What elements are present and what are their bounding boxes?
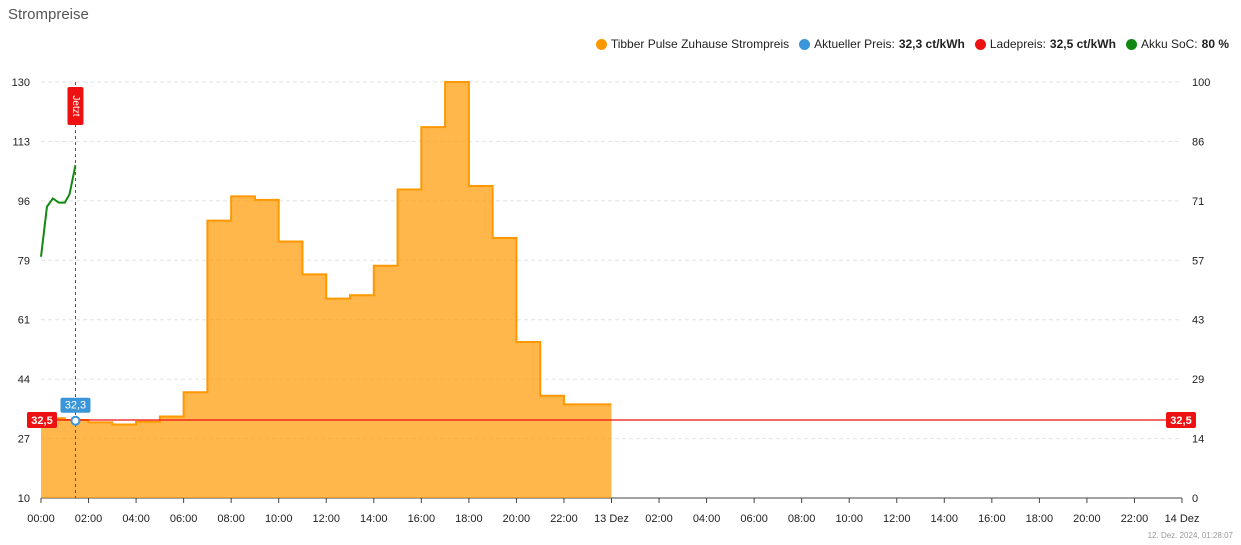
legend-value: 32,3 ct/kWh <box>898 37 965 51</box>
legend-dot-icon <box>974 38 986 50</box>
y-left-tick-label: 44 <box>18 374 30 386</box>
x-tick-label: 22:00 <box>1121 513 1149 525</box>
x-tick-label: 04:00 <box>693 513 721 525</box>
y-left-tick-label: 96 <box>18 196 30 208</box>
legend-label: Tibber Pulse Zuhause Strompreis <box>610 37 790 51</box>
current-price-badge <box>60 397 91 413</box>
charge-price-label-right: 32,5 <box>1170 415 1191 427</box>
y-right-tick-label: 57 <box>1192 255 1204 267</box>
x-tick-label: 02:00 <box>645 513 673 525</box>
x-tick-label: 12:00 <box>883 513 911 525</box>
legend-item-current-price[interactable]: Aktueller Preis: 32,3 ct/kWh <box>799 37 965 51</box>
x-tick-label: 02:00 <box>75 513 103 525</box>
current-price-point <box>70 415 81 426</box>
legend-dot-icon <box>799 38 811 50</box>
legend-label: Aktueller Preis: <box>814 37 895 51</box>
timestamp: 12. Dez. 2024, 01:28:07 <box>1147 531 1233 540</box>
legend-value: 80 % <box>1201 37 1229 51</box>
y-right-tick-label: 71 <box>1192 196 1204 208</box>
x-tick-label: 00:00 <box>27 513 55 525</box>
legend-label: Ladepreis: <box>989 37 1046 51</box>
y-left-tick-label: 27 <box>18 434 30 446</box>
x-tick-label: 14:00 <box>360 513 388 525</box>
y-right-tick-label: 14 <box>1192 434 1204 446</box>
y-right-tick-label: 43 <box>1192 315 1204 327</box>
legend-item-tibber[interactable]: Tibber Pulse Zuhause Strompreis <box>595 37 790 51</box>
legend-label: Akku SoC: <box>1140 37 1198 51</box>
y-right-tick-label: 29 <box>1192 374 1204 386</box>
y-right-tick-label: 0 <box>1192 493 1198 505</box>
x-tick-label: 08:00 <box>788 513 816 525</box>
x-tick-label: 22:00 <box>550 513 578 525</box>
y-right-tick-label: 86 <box>1192 136 1204 148</box>
current-price-label: 32,3 <box>65 400 86 412</box>
x-tick-label: 06:00 <box>740 513 768 525</box>
x-tick-label: 10:00 <box>265 513 293 525</box>
x-tick-label: 14 Dez <box>1165 513 1200 525</box>
x-tick-label: 18:00 <box>455 513 483 525</box>
legend-dot-icon <box>595 38 607 50</box>
x-tick-label: 20:00 <box>1073 513 1101 525</box>
card-title: Strompreise <box>8 6 89 23</box>
x-tick-label: 16:00 <box>978 513 1006 525</box>
x-tick-label: 08:00 <box>217 513 245 525</box>
y-left-tick-label: 130 <box>12 77 30 89</box>
x-tick-label: 13 Dez <box>594 513 629 525</box>
y-left-tick-label: 61 <box>18 315 30 327</box>
x-tick-label: 06:00 <box>170 513 198 525</box>
legend-value: 32,5 ct/kWh <box>1049 37 1116 51</box>
x-tick-label: 18:00 <box>1026 513 1054 525</box>
legend: Tibber Pulse Zuhause Strompreis Aktuelle… <box>595 37 1229 51</box>
charge-price-badge-right <box>1166 412 1196 428</box>
y-left-tick-label: 79 <box>18 255 30 267</box>
legend-dot-icon <box>1125 38 1137 50</box>
charge-price-label-left: 32,5 <box>31 415 52 427</box>
x-tick-label: 12:00 <box>312 513 340 525</box>
y-left-tick-label: 113 <box>12 136 30 148</box>
legend-item-charge-price[interactable]: Ladepreis: 32,5 ct/kWh <box>974 37 1116 51</box>
y-left-tick-label: 10 <box>18 493 30 505</box>
x-tick-label: 14:00 <box>931 513 959 525</box>
x-tick-label: 16:00 <box>408 513 436 525</box>
now-marker-badge <box>67 87 84 125</box>
y-right-tick-label: 100 <box>1192 77 1210 89</box>
now-marker-label: Jetzt <box>70 95 81 116</box>
akku-soc-line <box>40 165 77 257</box>
x-tick-label: 04:00 <box>122 513 150 525</box>
legend-item-akku-soc[interactable]: Akku SoC: 80 % <box>1125 37 1229 51</box>
charge-price-badge-left <box>27 412 57 428</box>
x-tick-label: 10:00 <box>835 513 863 525</box>
x-tick-label: 20:00 <box>503 513 531 525</box>
price-step-line <box>41 81 612 426</box>
